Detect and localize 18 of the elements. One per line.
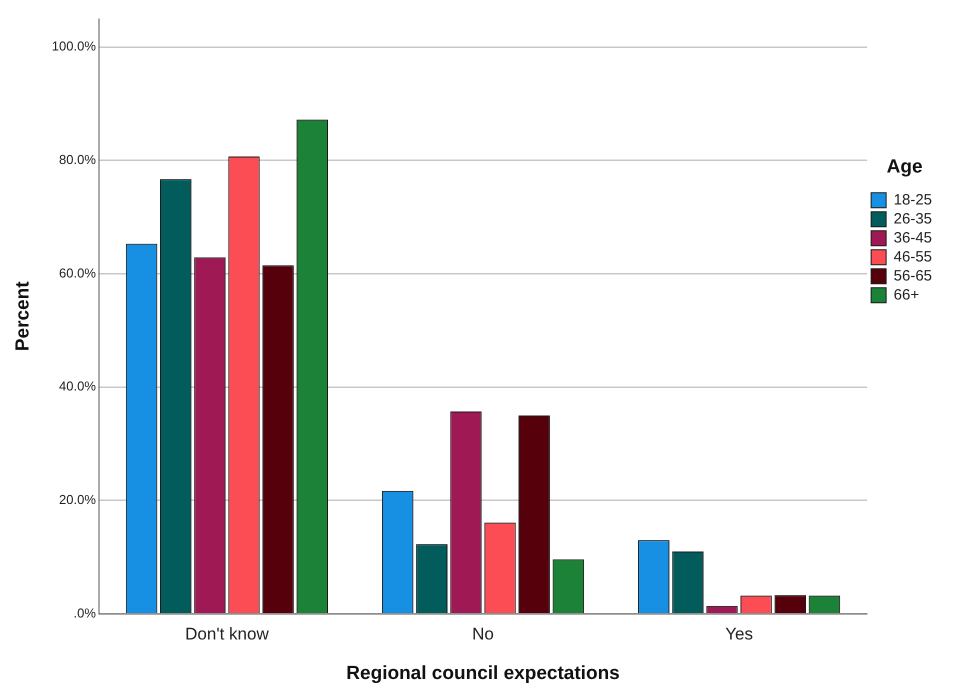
y-tick-label: 40.0% xyxy=(59,378,96,394)
y-tick-label: 20.0% xyxy=(59,492,96,508)
x-tick-label: Don't know xyxy=(185,624,270,644)
legend-label: 36-45 xyxy=(894,229,932,246)
legend-label: 18-25 xyxy=(894,191,932,208)
x-tick-label: No xyxy=(472,624,494,644)
legend-title: Age xyxy=(886,156,923,178)
y-tick-label: 80.0% xyxy=(59,152,96,168)
x-axis-title: Regional council expectations xyxy=(346,662,620,684)
y-axis-title: Percent xyxy=(12,280,34,352)
x-tick-label: Yes xyxy=(725,624,753,644)
legend-label: 26-35 xyxy=(894,210,932,228)
y-tick-label: 100.0% xyxy=(52,38,96,54)
legend-label: 46-55 xyxy=(894,248,932,266)
y-tick-label: .0% xyxy=(73,605,96,620)
y-tick-label: 60.0% xyxy=(59,265,96,280)
legend-label: 56-65 xyxy=(894,267,932,284)
legend-label: 66+ xyxy=(894,286,920,304)
